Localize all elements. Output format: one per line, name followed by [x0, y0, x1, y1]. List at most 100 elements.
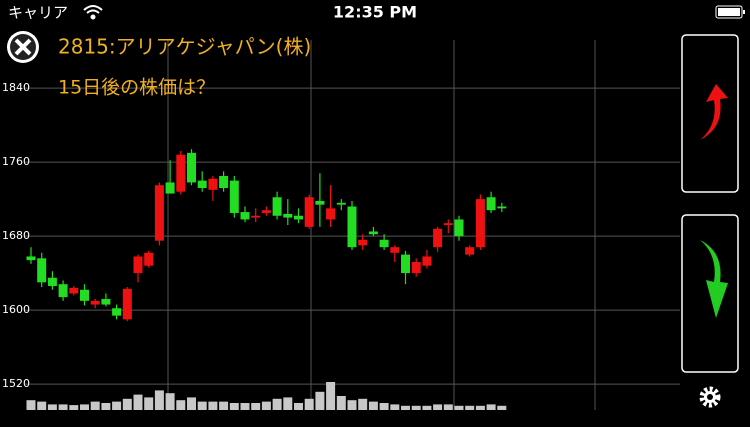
- volume-bar: [465, 405, 475, 410]
- candle-body: [390, 247, 400, 253]
- volume-bar: [294, 403, 303, 410]
- candle-body: [433, 228, 443, 248]
- candle-body: [347, 206, 357, 248]
- volume-bar: [80, 404, 89, 410]
- volume-bar: [358, 398, 368, 410]
- volume-bar: [101, 403, 111, 410]
- candle-body: [122, 288, 132, 320]
- volume-bar: [422, 405, 432, 410]
- candle-body: [219, 175, 229, 188]
- candle-body: [176, 154, 186, 192]
- volume-bar: [486, 404, 496, 410]
- settings-icon[interactable]: [699, 386, 721, 408]
- candle-body: [497, 206, 507, 209]
- candle-body: [208, 178, 218, 190]
- candle-body: [336, 202, 346, 205]
- candle-body: [422, 256, 432, 266]
- volume-bar: [219, 401, 229, 410]
- plot: 1520 1600 1680 1760 1840: [2, 40, 680, 410]
- volume-bar: [272, 398, 282, 410]
- volume-bar: [176, 400, 186, 410]
- volume-bar: [454, 405, 464, 410]
- volume-bar: [208, 401, 218, 410]
- close-button[interactable]: [7, 31, 39, 63]
- volume-bar: [304, 398, 314, 410]
- volume-bar: [197, 401, 207, 410]
- volume-bar: [58, 404, 68, 410]
- volume-bar: [187, 397, 196, 410]
- volume-bar: [69, 405, 79, 410]
- candle-body: [80, 289, 89, 301]
- candle-body: [37, 258, 47, 283]
- volume-bar: [229, 403, 239, 410]
- volume-bar: [154, 390, 164, 410]
- candle-body: [379, 239, 389, 248]
- candle-body: [304, 197, 314, 227]
- carrier: キャリア: [8, 4, 68, 22]
- volume-bar: [122, 398, 132, 410]
- candle-body: [101, 299, 111, 305]
- volume-bar: [26, 400, 36, 410]
- candle-body: [58, 284, 68, 298]
- y-tick-label: 1840: [2, 81, 30, 94]
- volume-bar: [390, 404, 400, 410]
- volume-bar: [165, 393, 175, 410]
- volume-bar: [379, 403, 389, 410]
- candle-body: [154, 185, 164, 241]
- question: 15日後の株価は？: [58, 77, 215, 99]
- candle-body: [315, 200, 325, 205]
- volume-bar: [433, 404, 443, 410]
- down-button[interactable]: [681, 214, 739, 373]
- volume-bar: [133, 394, 143, 410]
- candle-body: [187, 152, 196, 183]
- y-tick-label: 1680: [2, 229, 30, 242]
- candle-body: [165, 182, 175, 194]
- clock: 12:35 PM: [333, 3, 417, 22]
- candle-body: [112, 308, 122, 316]
- volume-bar: [401, 405, 410, 410]
- candle-body: [283, 213, 293, 218]
- volume-bar: [144, 397, 154, 410]
- candle-body: [401, 254, 410, 274]
- volume-bar: [475, 405, 485, 410]
- y-tick-label: 1600: [2, 303, 30, 316]
- volume-bar: [326, 382, 336, 410]
- up-button[interactable]: [681, 34, 739, 193]
- volume-bar: [47, 404, 57, 410]
- volume-bar: [251, 403, 261, 410]
- candle-body: [69, 287, 79, 294]
- volume-bar: [443, 404, 453, 410]
- volume-bar: [283, 397, 293, 410]
- volume-bar: [411, 405, 421, 410]
- candle-body: [133, 256, 143, 274]
- battery-icon: [715, 5, 745, 19]
- candle-body: [197, 180, 207, 188]
- y-tick-label: 1520: [2, 377, 30, 390]
- candle-body: [261, 210, 271, 213]
- candle-body: [358, 239, 368, 246]
- volume-bar: [90, 401, 100, 410]
- volume-bar: [497, 405, 507, 410]
- candle-body: [475, 199, 485, 248]
- candle-body: [454, 219, 464, 237]
- volume-bar: [368, 401, 378, 410]
- candle-body: [240, 212, 250, 220]
- stock-title: 2815:アリアケジャパン(株): [58, 35, 311, 59]
- candle-body: [465, 247, 475, 255]
- candle-body: [90, 300, 100, 305]
- candle-body: [486, 197, 496, 211]
- candle-body: [411, 262, 421, 274]
- candle-body: [368, 231, 378, 235]
- candle-body: [229, 180, 239, 213]
- volume-bar: [37, 401, 47, 410]
- candle-body: [326, 208, 336, 220]
- y-tick-label: 1760: [2, 155, 30, 168]
- volume-bar: [240, 403, 250, 410]
- volume-bar: [347, 400, 357, 410]
- volume-bar: [261, 401, 271, 410]
- candle-body: [443, 223, 453, 225]
- candle-body: [26, 256, 36, 261]
